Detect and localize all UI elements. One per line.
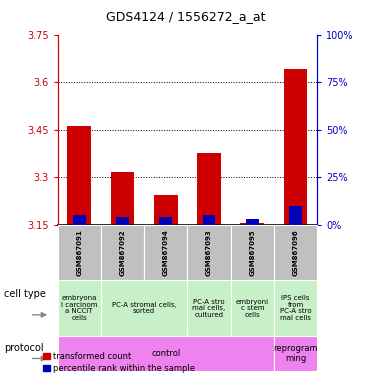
Text: GSM867093: GSM867093 (206, 229, 212, 276)
Bar (197, 153, 221, 225)
Bar (154, 195, 178, 225)
Bar (246, 219, 259, 225)
Bar (187, 280, 231, 336)
Bar (274, 280, 317, 336)
Bar (231, 280, 274, 336)
Text: control: control (151, 349, 180, 358)
Text: reprogram
ming: reprogram ming (273, 344, 318, 363)
Text: GSM867092: GSM867092 (119, 229, 125, 276)
Text: protocol: protocol (4, 343, 43, 353)
Text: IPS cells
from
PC-A stro
mal cells: IPS cells from PC-A stro mal cells (280, 295, 311, 321)
Bar (274, 336, 317, 371)
Text: GDS4124 / 1556272_a_at: GDS4124 / 1556272_a_at (106, 10, 265, 23)
Bar (58, 336, 274, 371)
Bar (187, 225, 231, 280)
Bar (116, 217, 129, 225)
Bar (101, 225, 144, 280)
Bar (274, 225, 317, 280)
Bar (101, 280, 187, 336)
Text: PC-A stromal cells,
sorted: PC-A stromal cells, sorted (112, 302, 177, 314)
Legend: transformed count, percentile rank within the sample: transformed count, percentile rank withi… (43, 352, 195, 373)
Text: GSM867091: GSM867091 (76, 229, 82, 276)
Bar (58, 280, 101, 336)
Bar (159, 217, 172, 225)
Text: PC-A stro
mal cells,
cultured: PC-A stro mal cells, cultured (193, 299, 226, 318)
Bar (73, 215, 86, 225)
Bar (203, 215, 216, 225)
Bar (67, 126, 91, 225)
Bar (231, 225, 274, 280)
Bar (284, 70, 308, 225)
Bar (111, 172, 134, 225)
Text: GSM867096: GSM867096 (293, 229, 299, 276)
Text: GSM867094: GSM867094 (163, 229, 169, 276)
Bar (144, 225, 187, 280)
Text: embryona
l carcinom
a NCCIT
cells: embryona l carcinom a NCCIT cells (61, 295, 98, 321)
Text: cell type: cell type (4, 289, 46, 299)
Bar (289, 205, 302, 225)
Bar (240, 223, 264, 225)
Bar (58, 225, 101, 280)
Text: embryoni
c stem
cells: embryoni c stem cells (236, 299, 269, 318)
Text: GSM867095: GSM867095 (249, 229, 255, 276)
